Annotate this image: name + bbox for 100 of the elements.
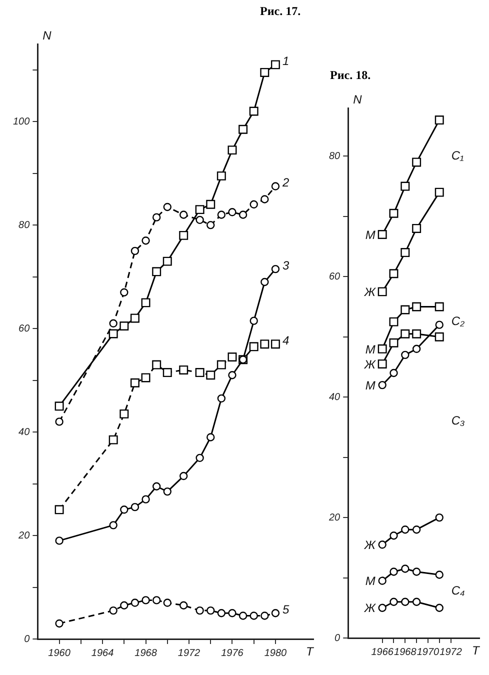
point	[108, 435, 118, 444]
point	[412, 344, 421, 354]
x-tick-label: 1960	[48, 648, 71, 659]
point	[238, 612, 248, 620]
point	[108, 329, 118, 338]
point	[206, 606, 215, 615]
point	[389, 338, 398, 348]
point	[142, 495, 150, 504]
point	[401, 564, 410, 573]
y-tick-label: 60	[329, 271, 341, 282]
point	[390, 568, 398, 576]
series-label: 3	[282, 258, 290, 272]
point	[216, 360, 226, 370]
point	[249, 342, 258, 352]
point	[217, 210, 226, 219]
point	[260, 278, 269, 286]
y-axis-title: N	[353, 92, 362, 106]
point	[401, 525, 410, 534]
point	[228, 208, 236, 216]
point	[152, 482, 161, 490]
chart-title: Рис. 17.	[260, 4, 301, 19]
point	[400, 182, 410, 191]
point	[130, 314, 140, 323]
point	[390, 532, 398, 540]
point	[130, 502, 140, 512]
y-tick-label: 40	[329, 392, 341, 403]
point	[389, 208, 398, 218]
series-label: Ж	[363, 357, 376, 372]
point	[270, 60, 280, 70]
x-tick-label: 1964	[91, 648, 114, 659]
x-axis-title: T	[306, 644, 315, 658]
point	[206, 200, 216, 209]
series-label: Ж	[363, 285, 376, 300]
point	[163, 487, 172, 496]
point	[179, 365, 188, 374]
point	[109, 521, 118, 530]
chart-title: Рис. 18.	[330, 68, 371, 83]
point	[400, 329, 410, 338]
series-label: 4	[282, 333, 290, 348]
point	[162, 368, 172, 378]
point	[228, 146, 237, 155]
series-label: М	[365, 342, 376, 356]
point	[390, 598, 398, 606]
point	[142, 596, 150, 604]
point	[400, 248, 410, 258]
point	[401, 598, 410, 606]
point	[120, 601, 128, 610]
y-tick-label: 80	[18, 220, 30, 231]
point	[152, 596, 161, 604]
point	[120, 506, 128, 514]
point	[271, 609, 280, 618]
point	[206, 220, 215, 230]
point	[389, 269, 398, 278]
series-label: 2	[281, 176, 290, 190]
point	[162, 256, 172, 266]
point	[412, 525, 421, 534]
annotation: C₁	[451, 148, 464, 163]
point	[434, 302, 444, 312]
y-tick-label: 40	[18, 426, 30, 438]
y-tick-label: 0	[334, 632, 341, 644]
point	[260, 195, 269, 204]
point	[260, 340, 270, 349]
point	[196, 216, 204, 224]
point	[400, 305, 410, 314]
x-tick-label: 1966	[371, 646, 394, 658]
x-tick-label: 1972	[440, 646, 462, 658]
point	[130, 246, 140, 256]
point	[401, 350, 410, 360]
y-tick-label: 0	[24, 634, 30, 645]
point	[109, 606, 118, 615]
point	[130, 598, 140, 607]
point	[55, 536, 64, 545]
point	[412, 598, 421, 606]
point	[195, 205, 204, 214]
point	[378, 344, 387, 354]
point	[435, 320, 444, 329]
point	[179, 230, 188, 240]
point	[378, 380, 386, 390]
point	[228, 609, 236, 618]
point	[378, 604, 386, 612]
point	[130, 378, 140, 388]
point	[163, 202, 172, 212]
point	[206, 370, 216, 380]
x-tick-label: 1968	[394, 646, 417, 658]
point	[195, 368, 204, 378]
point	[270, 340, 280, 349]
point	[238, 210, 248, 219]
point	[260, 612, 269, 620]
series-label: 5	[282, 602, 290, 616]
point	[142, 236, 150, 245]
y-tick-label: 20	[18, 530, 30, 542]
point	[260, 68, 270, 77]
point	[54, 402, 64, 411]
point	[109, 319, 118, 328]
point	[378, 359, 387, 368]
point	[435, 570, 444, 579]
annotation: C₂	[451, 314, 466, 328]
point	[163, 598, 172, 607]
point	[120, 409, 129, 418]
point	[180, 210, 188, 219]
